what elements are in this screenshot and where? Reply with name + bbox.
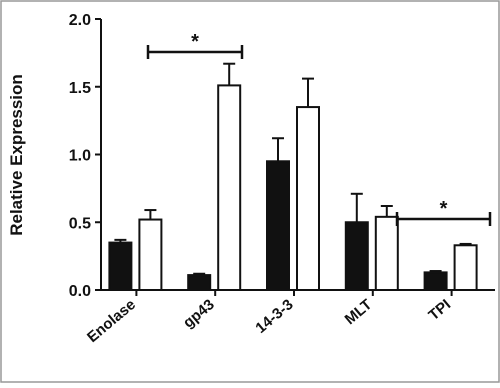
bar xyxy=(108,241,133,291)
y-axis-label: Relative Expression xyxy=(7,74,26,236)
bar xyxy=(423,271,448,292)
y-tick-label: 0.5 xyxy=(69,215,91,232)
bar xyxy=(217,84,242,291)
bar xyxy=(453,244,478,292)
bar xyxy=(374,215,399,291)
significance-label: * xyxy=(440,198,448,220)
significance-label: * xyxy=(191,31,199,53)
y-tick-label: 1.0 xyxy=(69,148,91,165)
bar xyxy=(138,218,163,291)
y-tick-label: 0.0 xyxy=(69,283,91,300)
y-tick-label: 2.0 xyxy=(69,12,91,29)
bar xyxy=(266,160,290,291)
bar xyxy=(344,221,369,291)
bar xyxy=(296,106,320,291)
bar xyxy=(187,274,212,292)
y-tick-label: 1.5 xyxy=(69,80,91,97)
